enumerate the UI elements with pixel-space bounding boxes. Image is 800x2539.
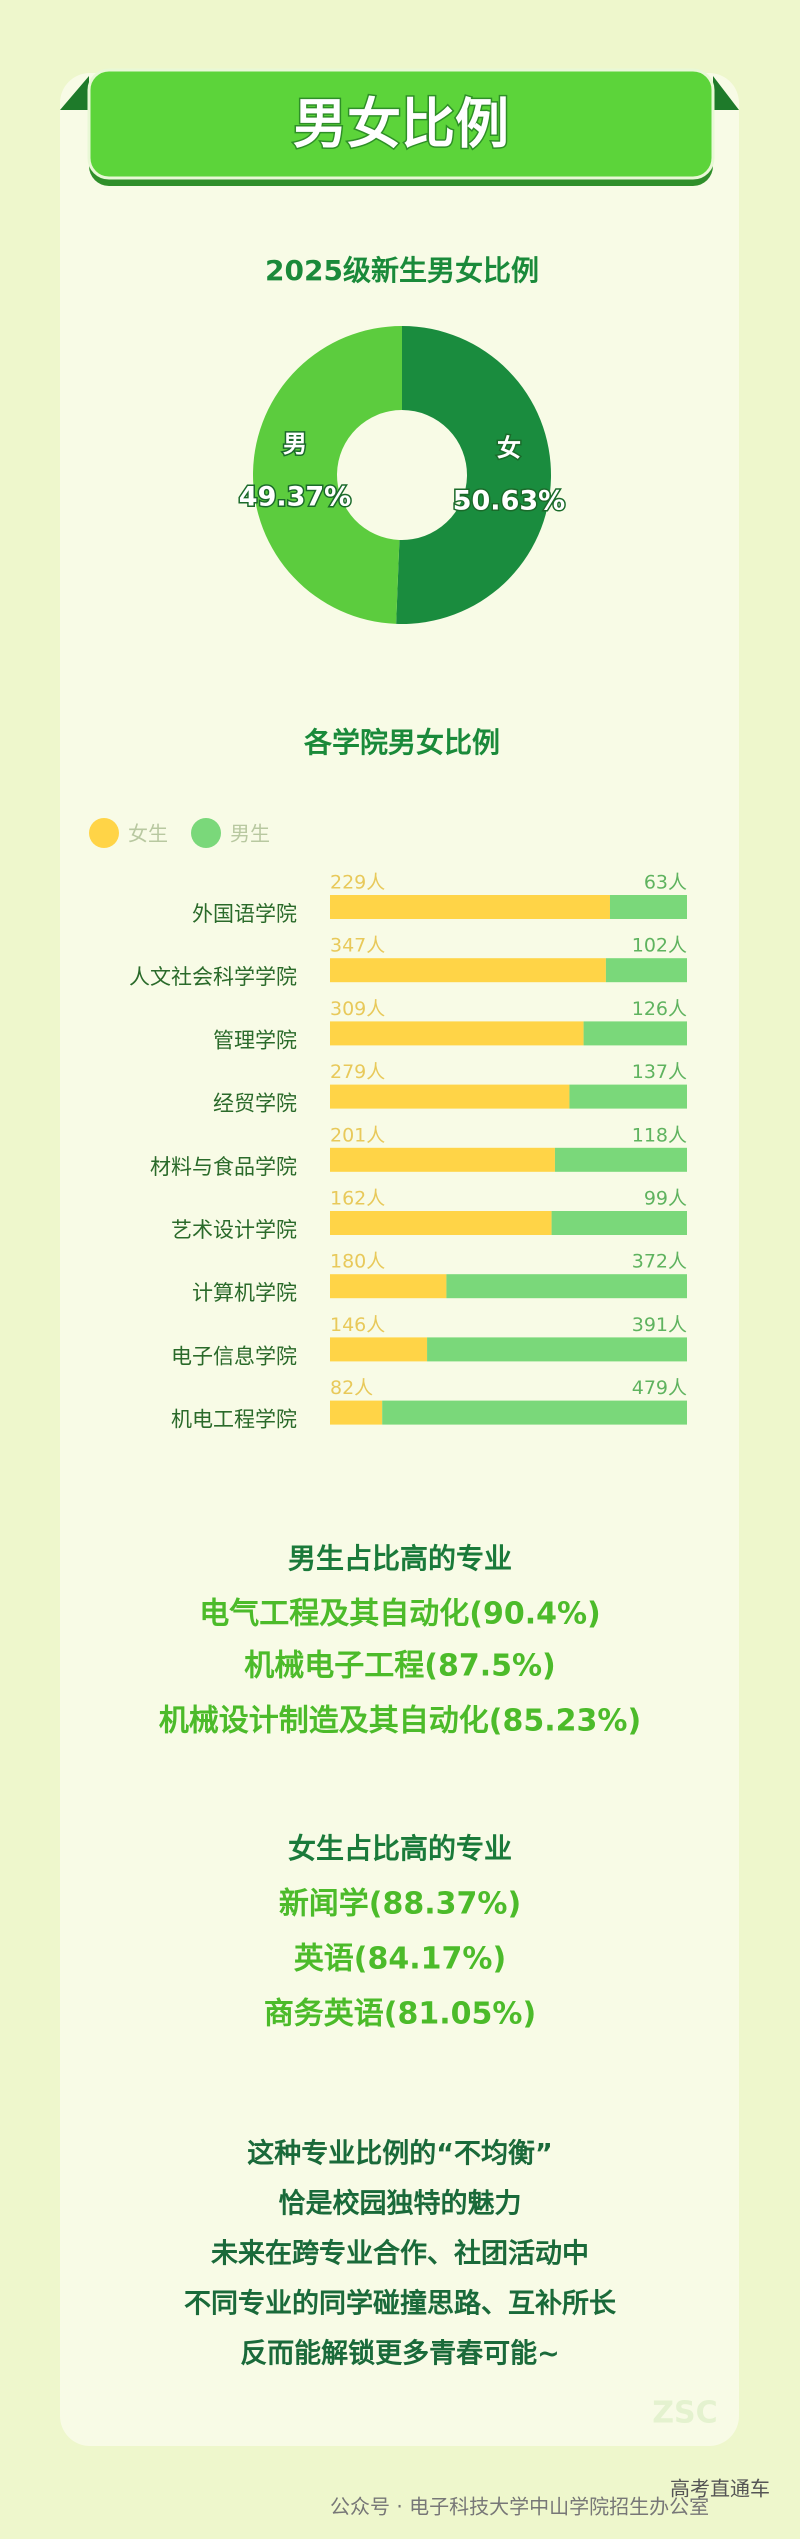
slice-label: 男 bbox=[283, 430, 307, 458]
bar-segment bbox=[330, 1084, 570, 1109]
bar-segment bbox=[330, 958, 606, 983]
value-label: 146人 bbox=[330, 1314, 385, 1336]
pie-title: 2025级新生男女比例 bbox=[265, 254, 539, 287]
legend-swatch bbox=[191, 818, 221, 848]
section-heading: 女生占比高的专业 bbox=[288, 1832, 512, 1865]
bar-segment bbox=[605, 958, 687, 983]
bar-segment bbox=[569, 1084, 687, 1109]
value-label: 180人 bbox=[330, 1251, 385, 1273]
bar-segment bbox=[330, 1147, 555, 1172]
bar-segment bbox=[446, 1274, 687, 1299]
slice-value: 49.37% bbox=[239, 481, 351, 512]
bar-segment bbox=[382, 1400, 687, 1425]
bar-segment bbox=[330, 1274, 447, 1299]
value-label: 137人 bbox=[632, 1061, 687, 1083]
bar-segment bbox=[551, 1211, 687, 1235]
closing-line: 这种专业比例的“不均衡” bbox=[247, 2138, 553, 2170]
value-label: 479人 bbox=[632, 1377, 687, 1399]
section-line: 机械电子工程(87.5%) bbox=[244, 1649, 556, 1684]
donut-slice bbox=[252, 326, 402, 624]
legend-label: 男生 bbox=[230, 822, 270, 846]
value-label: 63人 bbox=[644, 872, 687, 894]
bar-segment bbox=[427, 1337, 687, 1362]
closing-line: 不同专业的同学碰撞思路、互补所长 bbox=[184, 2288, 617, 2320]
bar-segment bbox=[330, 1021, 584, 1046]
footer-source: 公众号 · 电子科技大学中山学院招生办公室 bbox=[330, 2495, 709, 2519]
bar-segment bbox=[330, 1211, 552, 1235]
section-line: 新闻学(88.37%) bbox=[279, 1887, 521, 1922]
legend-swatch bbox=[89, 818, 119, 848]
value-label: 99人 bbox=[644, 1188, 687, 1210]
value-label: 126人 bbox=[632, 998, 687, 1020]
category-label: 计算机学院 bbox=[192, 1281, 297, 1305]
legend-label: 女生 bbox=[128, 822, 168, 846]
closing-line: 反而能解锁更多青春可能~ bbox=[240, 2338, 560, 2370]
value-label: 82人 bbox=[330, 1377, 373, 1399]
value-label: 229人 bbox=[330, 872, 385, 894]
category-label: 经贸学院 bbox=[213, 1092, 297, 1116]
slice-label: 女 bbox=[497, 434, 521, 462]
bar-segment bbox=[330, 895, 610, 919]
category-label: 人文社会科学学院 bbox=[129, 965, 297, 989]
category-label: 电子信息学院 bbox=[171, 1344, 297, 1368]
value-label: 118人 bbox=[632, 1124, 687, 1146]
ribbon-left bbox=[60, 76, 89, 110]
slice-value: 50.63% bbox=[453, 486, 565, 517]
section-line: 电气工程及其自动化(90.4%) bbox=[199, 1597, 601, 1632]
section-line: 机械设计制造及其自动化(85.23%) bbox=[159, 1704, 641, 1739]
value-label: 391人 bbox=[632, 1314, 687, 1336]
value-label: 309人 bbox=[330, 998, 385, 1020]
category-label: 管理学院 bbox=[213, 1028, 297, 1052]
value-label: 279人 bbox=[330, 1061, 385, 1083]
section-line: 英语(84.17%) bbox=[294, 1942, 506, 1977]
value-label: 102人 bbox=[632, 935, 687, 957]
bar-segment bbox=[330, 1337, 428, 1362]
closing-line: 未来在跨专业合作、社团活动中 bbox=[211, 2238, 589, 2270]
category-label: 艺术设计学院 bbox=[171, 1218, 297, 1242]
category-label: 材料与食品学院 bbox=[150, 1155, 297, 1179]
bar-segment bbox=[583, 1021, 687, 1046]
value-label: 372人 bbox=[632, 1251, 687, 1273]
closing-line: 恰是校园独特的魅力 bbox=[279, 2188, 522, 2220]
section-heading: 男生占比高的专业 bbox=[288, 1542, 512, 1575]
value-label: 201人 bbox=[330, 1124, 385, 1146]
donut-slice bbox=[396, 326, 551, 624]
ribbon-right bbox=[713, 76, 739, 110]
footer-overlay: 高考直通车 bbox=[670, 2477, 770, 2501]
category-label: 外国语学院 bbox=[192, 902, 297, 926]
value-label: 162人 bbox=[330, 1188, 385, 1210]
watermark: ZSC bbox=[652, 2396, 717, 2431]
bar-title: 各学院男女比例 bbox=[303, 726, 500, 759]
value-label: 347人 bbox=[330, 935, 385, 957]
bar-segment bbox=[554, 1147, 687, 1172]
bar-segment bbox=[330, 1400, 383, 1425]
bar-segment bbox=[609, 895, 687, 919]
banner bbox=[87, 68, 715, 180]
page-title: 男女比例 bbox=[293, 93, 509, 156]
section-line: 商务英语(81.05%) bbox=[264, 1997, 536, 2032]
panel bbox=[60, 73, 739, 2446]
category-label: 机电工程学院 bbox=[171, 1408, 297, 1432]
